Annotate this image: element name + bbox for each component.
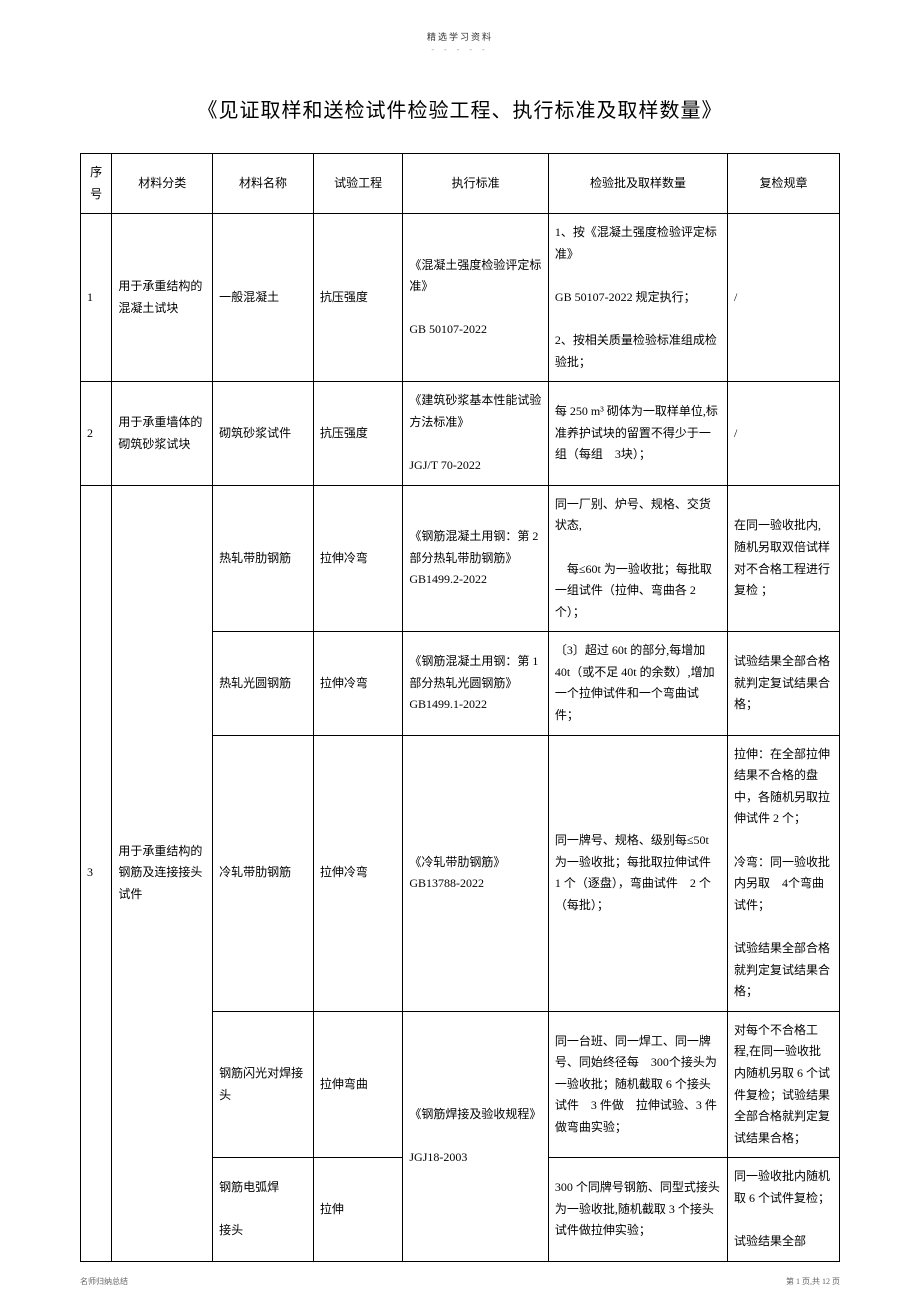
col-name: 材料名称 [213,154,314,214]
cell-recheck: 同一验收批内随机取 6 个试件复检； 试验结果全部 [728,1158,840,1261]
cell-test: 拉伸 [313,1158,403,1261]
footer-right: 第 1 页,共 12 页 [786,1276,840,1287]
cell-standard: 《混凝土强度检验评定标准》 GB 50107-2022 [403,214,549,382]
cell-batch: 1、按《混凝土强度检验评定标准》 GB 50107-2022 规定执行； 2、按… [548,214,727,382]
table-row: 3 用于承重结构的钢筋及连接接头试件 热轧带肋钢筋 拉伸冷弯 《钢筋混凝土用钢：… [81,485,840,632]
col-category: 材料分类 [112,154,213,214]
cell-name: 钢筋电弧焊 接头 [213,1158,314,1261]
cell-recheck: 对每个不合格工程,在同一验收批内随机另取 6 个试件复检；试验结果全部合格就判定… [728,1011,840,1158]
cell-standard: 《钢筋混凝土用钢：第 1 部分热轧光圆钢筋》GB1499.1-2022 [403,632,549,735]
cell-recheck: 在同一验收批内,随机另取双倍试样对不合格工程进行复检 ； [728,485,840,632]
col-batch: 检验批及取样数量 [548,154,727,214]
footer-left: 名师归纳总结 [80,1276,128,1287]
cell-standard: 《钢筋焊接及验收规程》 JGJ18-2003 [403,1011,549,1261]
cell-standard: 《建筑砂浆基本性能试验方法标准》 JGJ/T 70-2022 [403,382,549,485]
cell-batch: 同一牌号、规格、级别每≤50t 为一验收批；每批取拉伸试件 1 个（逐盘），弯曲… [548,735,727,1011]
cell-test: 拉伸冷弯 [313,632,403,735]
cell-category: 用于承重墙体的砌筑砂浆试块 [112,382,213,485]
cell-standard: 《冷轧带肋钢筋》GB13788-2022 [403,735,549,1011]
col-recheck: 复检规章 [728,154,840,214]
table-header-row: 序号 材料分类 材料名称 试验工程 执行标准 检验批及取样数量 复检规章 [81,154,840,214]
cell-recheck: 拉伸：在全部拉伸结果不合格的盘中，各随机另取拉伸试件 2 个； 冷弯：同一验收批… [728,735,840,1011]
cell-name: 热轧光圆钢筋 [213,632,314,735]
cell-name: 冷轧带肋钢筋 [213,735,314,1011]
cell-test: 拉伸冷弯 [313,735,403,1011]
cell-batch: 同一厂别、炉号、规格、交货状态, 每≤60t 为一验收批；每批取一组试件（拉伸、… [548,485,727,632]
cell-category: 用于承重结构的混凝土试块 [112,214,213,382]
cell-batch: 每 250 m³ 砌体为一取样单位,标准养护试块的留置不得少于一组（每组 3块）… [548,382,727,485]
col-seq: 序号 [81,154,112,214]
cell-name: 一般混凝土 [213,214,314,382]
cell-batch: 同一台班、同一焊工、同一牌号、同始终径每 300个接头为一验收批；随机截取 6 … [548,1011,727,1158]
cell-seq: 3 [81,485,112,1261]
cell-name: 砌筑砂浆试件 [213,382,314,485]
cell-test: 抗压强度 [313,382,403,485]
cell-test: 拉伸冷弯 [313,485,403,632]
cell-recheck: / [728,382,840,485]
cell-test: 抗压强度 [313,214,403,382]
table-row: 1 用于承重结构的混凝土试块 一般混凝土 抗压强度 《混凝土强度检验评定标准》 … [81,214,840,382]
cell-batch: 300 个同牌号钢筋、同型式接头为一验收批,随机截取 3 个接头试件做拉伸实验； [548,1158,727,1261]
cell-recheck: / [728,214,840,382]
table-row: 2 用于承重墙体的砌筑砂浆试块 砌筑砂浆试件 抗压强度 《建筑砂浆基本性能试验方… [81,382,840,485]
cell-category: 用于承重结构的钢筋及连接接头试件 [112,485,213,1261]
cell-test: 拉伸弯曲 [313,1011,403,1158]
cell-name: 热轧带肋钢筋 [213,485,314,632]
main-table: 序号 材料分类 材料名称 试验工程 执行标准 检验批及取样数量 复检规章 1 用… [80,153,840,1262]
cell-batch: 〔3〕超过 60t 的部分,每增加 40t（或不足 40t 的余数）,增加一个拉… [548,632,727,735]
cell-seq: 1 [81,214,112,382]
page-footer: 名师归纳总结 第 1 页,共 12 页 [80,1276,840,1287]
top-label: 精选学习资料 [80,30,840,43]
cell-name: 钢筋闪光对焊接头 [213,1011,314,1158]
col-test: 试验工程 [313,154,403,214]
document-title: 《见证取样和送检试件检验工程、执行标准及取样数量》 [80,94,840,123]
cell-standard: 《钢筋混凝土用钢：第 2 部分热轧带肋钢筋》GB1499.2-2022 [403,485,549,632]
cell-recheck: 试验结果全部合格就判定复试结果合格； [728,632,840,735]
top-dash: - - - - - [80,45,840,54]
col-standard: 执行标准 [403,154,549,214]
cell-seq: 2 [81,382,112,485]
